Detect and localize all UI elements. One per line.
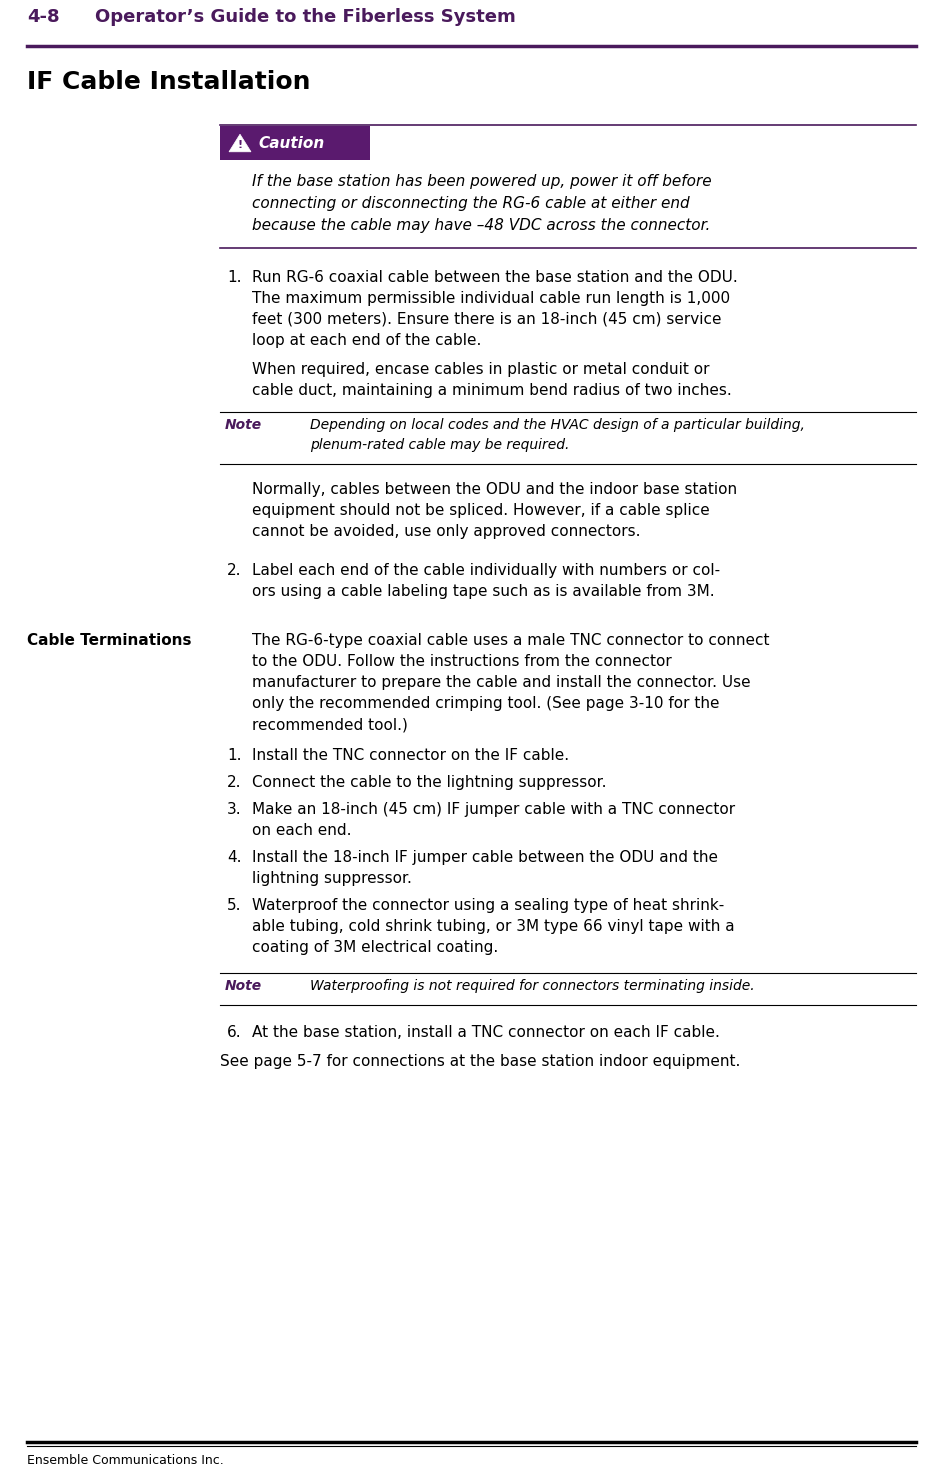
Text: 2.: 2.: [227, 562, 241, 579]
Text: The RG-6-type coaxial cable uses a male TNC connector to connect: The RG-6-type coaxial cable uses a male …: [252, 633, 769, 648]
Text: Depending on local codes and the HVAC design of a particular building,: Depending on local codes and the HVAC de…: [310, 417, 805, 432]
Bar: [220, 126, 370, 160]
Text: Label each end of the cable individually with numbers or col-: Label each end of the cable individually…: [252, 562, 720, 579]
Text: Cable Terminations: Cable Terminations: [27, 633, 191, 648]
Text: If the base station has been powered up, power it off before: If the base station has been powered up,…: [252, 175, 712, 189]
Text: Run RG-6 coaxial cable between the base station and the ODU.: Run RG-6 coaxial cable between the base …: [252, 269, 737, 286]
Text: Install the TNC connector on the IF cable.: Install the TNC connector on the IF cabl…: [252, 747, 570, 764]
Text: 1.: 1.: [227, 269, 241, 286]
Text: because the cable may have –48 VDC across the connector.: because the cable may have –48 VDC acros…: [252, 218, 710, 232]
Text: recommended tool.): recommended tool.): [252, 716, 408, 733]
Text: 6.: 6.: [227, 1026, 241, 1040]
Text: 1.: 1.: [227, 747, 241, 764]
Text: Install the 18-inch IF jumper cable between the ODU and the: Install the 18-inch IF jumper cable betw…: [252, 850, 718, 864]
Text: Make an 18-inch (45 cm) IF jumper cable with a TNC connector: Make an 18-inch (45 cm) IF jumper cable …: [252, 802, 736, 817]
Text: 4.: 4.: [227, 850, 241, 864]
Text: See page 5-7 for connections at the base station indoor equipment.: See page 5-7 for connections at the base…: [220, 1054, 740, 1069]
Text: Waterproof the connector using a sealing type of heat shrink-: Waterproof the connector using a sealing…: [252, 898, 724, 913]
Text: ors using a cable labeling tape such as is available from 3M.: ors using a cable labeling tape such as …: [252, 585, 715, 599]
Text: 3.: 3.: [227, 802, 241, 817]
Text: 4-8: 4-8: [27, 7, 59, 27]
Text: Ensemble Communications Inc.: Ensemble Communications Inc.: [27, 1453, 223, 1467]
Text: Normally, cables between the ODU and the indoor base station: Normally, cables between the ODU and the…: [252, 482, 737, 497]
Text: The maximum permissible individual cable run length is 1,000: The maximum permissible individual cable…: [252, 292, 730, 306]
Text: plenum-rated cable may be required.: plenum-rated cable may be required.: [310, 438, 570, 451]
Text: loop at each end of the cable.: loop at each end of the cable.: [252, 333, 481, 348]
Text: Note: Note: [225, 978, 262, 993]
Text: manufacturer to prepare the cable and install the connector. Use: manufacturer to prepare the cable and in…: [252, 675, 751, 690]
Text: lightning suppressor.: lightning suppressor.: [252, 872, 412, 887]
Text: !: !: [238, 141, 242, 149]
Text: 2.: 2.: [227, 776, 241, 790]
Text: IF Cable Installation: IF Cable Installation: [27, 70, 310, 95]
Text: connecting or disconnecting the RG-6 cable at either end: connecting or disconnecting the RG-6 cab…: [252, 195, 689, 212]
Text: When required, encase cables in plastic or metal conduit or: When required, encase cables in plastic …: [252, 363, 709, 377]
Text: Caution: Caution: [258, 136, 324, 151]
Text: able tubing, cold shrink tubing, or 3M type 66 vinyl tape with a: able tubing, cold shrink tubing, or 3M t…: [252, 919, 735, 934]
Text: cable duct, maintaining a minimum bend radius of two inches.: cable duct, maintaining a minimum bend r…: [252, 383, 732, 398]
Text: Connect the cable to the lightning suppressor.: Connect the cable to the lightning suppr…: [252, 776, 606, 790]
Text: Waterproofing is not required for connectors terminating inside.: Waterproofing is not required for connec…: [310, 978, 754, 993]
Text: 5.: 5.: [227, 898, 241, 913]
Text: Note: Note: [225, 417, 262, 432]
Text: only the recommended crimping tool. (See page 3-10 for the: only the recommended crimping tool. (See…: [252, 696, 720, 710]
Text: cannot be avoided, use only approved connectors.: cannot be avoided, use only approved con…: [252, 524, 640, 539]
Text: equipment should not be spliced. However, if a cable splice: equipment should not be spliced. However…: [252, 503, 710, 518]
Text: At the base station, install a TNC connector on each IF cable.: At the base station, install a TNC conne…: [252, 1026, 720, 1040]
Text: to the ODU. Follow the instructions from the connector: to the ODU. Follow the instructions from…: [252, 654, 671, 669]
Text: feet (300 meters). Ensure there is an 18-inch (45 cm) service: feet (300 meters). Ensure there is an 18…: [252, 312, 721, 327]
Text: Operator’s Guide to the Fiberless System: Operator’s Guide to the Fiberless System: [95, 7, 516, 27]
Polygon shape: [229, 135, 251, 152]
Text: on each end.: on each end.: [252, 823, 352, 838]
Text: coating of 3M electrical coating.: coating of 3M electrical coating.: [252, 940, 498, 955]
